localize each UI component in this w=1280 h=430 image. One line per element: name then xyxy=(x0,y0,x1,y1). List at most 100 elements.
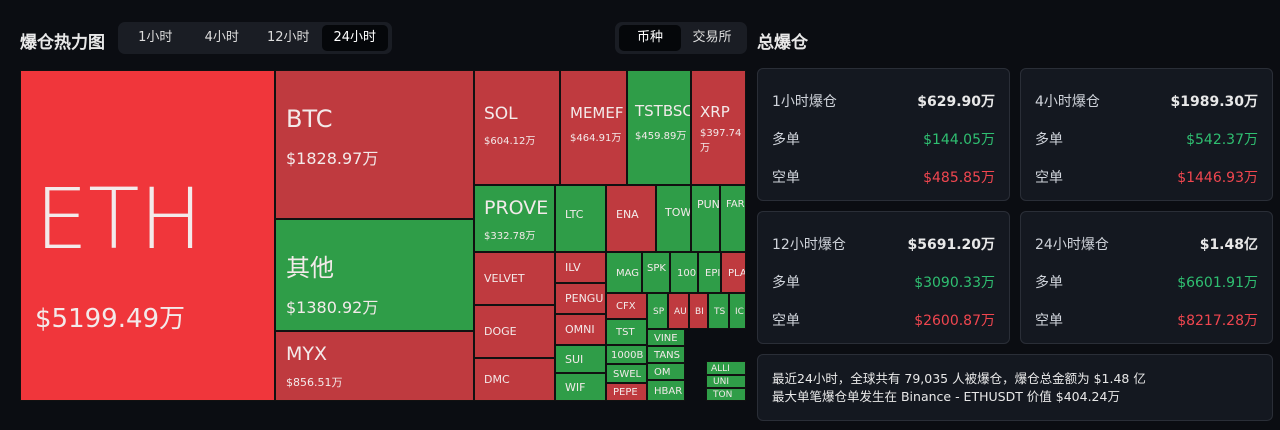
card-row: 多单 $144.05万 xyxy=(772,129,995,149)
cell-label: FAR xyxy=(726,199,745,210)
time-tab[interactable]: 1小时 xyxy=(138,30,173,45)
short-label: 空单 xyxy=(1035,313,1063,329)
treemap-cell[interactable]: LTC xyxy=(555,185,606,252)
cell-label: UNI xyxy=(713,377,729,387)
cell-label: MEMEF xyxy=(570,104,624,122)
treemap-cell[interactable]: ILV xyxy=(555,252,606,283)
treemap-cell[interactable]: ENA xyxy=(606,185,656,252)
cell-value: $1828.97万 xyxy=(286,148,379,168)
treemap-cell[interactable]: MYX $856.51万 xyxy=(275,331,474,401)
cell-label: HBAR xyxy=(654,385,683,397)
treemap-cell[interactable]: OM xyxy=(647,363,685,380)
treemap-cell[interactable]: ETH $5199.49万 xyxy=(20,70,275,401)
card-row: 多单 $542.37万 xyxy=(1035,129,1258,149)
cell-label: LTC xyxy=(565,208,584,222)
cell-label: PEPE xyxy=(613,387,638,398)
treemap-cell[interactable]: SOL $604.12万 xyxy=(474,70,560,185)
card-total: $629.90万 xyxy=(917,94,995,110)
cell-label: TOWN xyxy=(665,205,691,219)
treemap-cell[interactable]: PENGU xyxy=(555,283,606,314)
cell-label: BTC xyxy=(286,105,333,133)
treemap-cell[interactable]: TS xyxy=(708,293,729,329)
time-tab[interactable]: 4小时 xyxy=(204,30,239,45)
card-title: 24小时爆仓 xyxy=(1035,237,1109,253)
treemap-cell[interactable]: DMC xyxy=(474,358,555,401)
treemap-cell[interactable]: MAG xyxy=(606,252,642,293)
card-total: $1989.30万 xyxy=(1170,94,1258,110)
long-value: $6601.91万 xyxy=(1177,275,1258,291)
card-row: 24小时爆仓 $1.48亿 xyxy=(1035,234,1258,254)
treemap-cell[interactable]: SPK xyxy=(642,252,670,293)
short-value: $485.85万 xyxy=(923,170,995,186)
treemap-cell[interactable]: SUI xyxy=(555,345,606,373)
treemap-cell[interactable]: FAR xyxy=(720,185,746,252)
stat-card: 4小时爆仓 $1989.30万多单 $542.37万 空单 $1446.93万 xyxy=(1020,68,1273,201)
treemap-cell[interactable]: PUN xyxy=(691,185,720,252)
group-tab[interactable]: 币种 xyxy=(619,25,681,51)
treemap-cell[interactable]: VINE xyxy=(647,329,685,346)
treemap-cell[interactable]: 其他 $1380.92万 xyxy=(275,219,474,331)
treemap-cell[interactable]: BTC $1828.97万 xyxy=(275,70,474,219)
card-title: 4小时爆仓 xyxy=(1035,94,1100,110)
summary: 最近24小时，全球共有 79,035 人被爆仓，爆仓总金额为 $1.48 亿 最… xyxy=(757,354,1273,421)
treemap-cell[interactable]: IC xyxy=(729,293,746,329)
treemap-cell[interactable]: VELVET xyxy=(474,252,555,305)
card-total: $1.48亿 xyxy=(1199,237,1258,253)
cell-value: $332.78万 xyxy=(484,230,536,242)
long-label: 多单 xyxy=(1035,275,1063,291)
treemap-cell[interactable]: PLA xyxy=(721,252,746,293)
treemap-cell[interactable]: AU xyxy=(668,293,689,329)
treemap-cell[interactable]: TST xyxy=(606,319,647,345)
treemap-cell[interactable]: UNI xyxy=(706,375,746,388)
cell-value: $604.12万 xyxy=(484,135,536,147)
treemap-cell[interactable]: TON xyxy=(706,388,746,401)
page-title: 爆仓热力图 xyxy=(20,33,105,53)
treemap-cell[interactable]: SP xyxy=(647,293,668,329)
card-row: 空单 $1446.93万 xyxy=(1035,167,1258,187)
treemap-cell[interactable]: ALLI xyxy=(706,361,746,375)
cell-label: SUI xyxy=(565,352,584,366)
cell-label: ILV xyxy=(565,261,581,274)
treemap-cell[interactable]: WIF xyxy=(555,373,606,401)
cell-label: PLA xyxy=(728,267,746,279)
card-title: 12小时爆仓 xyxy=(772,237,846,253)
treemap-cell[interactable]: TANS xyxy=(647,346,685,363)
treemap-cell[interactable]: 1000B xyxy=(606,345,647,364)
cell-label: CFX xyxy=(616,301,636,312)
group-tab[interactable]: 交易所 xyxy=(692,30,732,45)
long-label: 多单 xyxy=(1035,132,1063,148)
cell-value: $5199.49万 xyxy=(35,303,186,334)
cell-label: WIF xyxy=(565,380,586,394)
treemap-cell[interactable]: MEMEF $464.91万 xyxy=(560,70,627,185)
treemap-cell[interactable]: 100 xyxy=(670,252,698,293)
treemap-cell[interactable]: EPI xyxy=(698,252,721,293)
card-row: 空单 $8217.28万 xyxy=(1035,310,1258,330)
treemap-cell[interactable]: HBAR xyxy=(647,380,685,401)
treemap-cell[interactable]: SWEL xyxy=(606,364,647,383)
card-row: 空单 $2600.87万 xyxy=(772,310,995,330)
treemap-cell[interactable]: TSTBSC $459.89万 xyxy=(627,70,691,185)
cell-label: DOGE xyxy=(484,325,517,338)
card-row: 12小时爆仓 $5691.20万 xyxy=(772,234,995,254)
cell-label: EPI xyxy=(705,267,721,279)
treemap-cell[interactable]: OMNI xyxy=(555,314,606,345)
treemap-cell[interactable]: DOGE xyxy=(474,305,555,358)
short-value: $2600.87万 xyxy=(914,313,995,329)
time-tab[interactable]: 24小时 xyxy=(321,25,388,51)
treemap-cell[interactable]: PROVE $332.78万 xyxy=(474,185,555,252)
cell-label: TST xyxy=(616,327,635,338)
treemap-cell[interactable]: BI xyxy=(689,293,708,329)
cell-value: $464.91万 xyxy=(570,133,622,145)
treemap-cell[interactable]: PEPE xyxy=(606,383,647,401)
cell-label: VINE xyxy=(654,332,678,344)
short-label: 空单 xyxy=(772,170,800,186)
treemap-cell[interactable]: XRP $397.74万 xyxy=(691,70,746,185)
time-tab[interactable]: 12小时 xyxy=(266,30,310,45)
treemap-cell[interactable]: CFX xyxy=(606,293,647,319)
treemap-cell[interactable]: TOWN xyxy=(656,185,691,252)
cell-label: TANS xyxy=(654,349,681,361)
cell-value: $459.89万 xyxy=(635,131,687,143)
cell-value: $856.51万 xyxy=(286,375,343,389)
long-value: $144.05万 xyxy=(923,132,995,148)
